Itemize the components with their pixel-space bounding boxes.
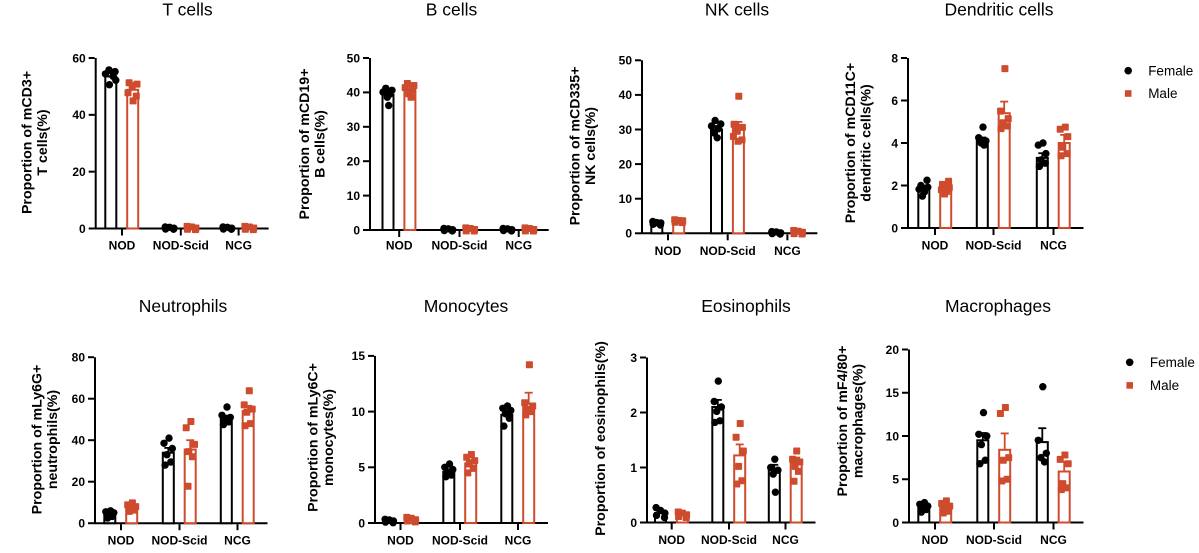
svg-text:40: 40 — [619, 88, 633, 102]
svg-text:15: 15 — [352, 349, 366, 363]
svg-text:8: 8 — [891, 51, 898, 65]
svg-text:4: 4 — [891, 136, 898, 150]
svg-text:0: 0 — [625, 227, 632, 241]
svg-text:20: 20 — [886, 343, 900, 357]
svg-text:T cells(%): T cells(%) — [35, 109, 51, 176]
svg-text:50: 50 — [619, 54, 633, 68]
svg-text:Proportion of mCD11C+: Proportion of mCD11C+ — [843, 63, 859, 223]
svg-text:NK cells(%): NK cells(%) — [583, 107, 599, 185]
svg-text:6: 6 — [891, 94, 898, 108]
svg-text:40: 40 — [347, 86, 361, 100]
svg-text:NOD-Scid: NOD-Scid — [431, 239, 487, 253]
svg-text:monocytes(%): monocytes(%) — [321, 389, 337, 486]
svg-text:Proportion of mCD335+: Proportion of mCD335+ — [567, 67, 583, 226]
svg-text:0: 0 — [892, 516, 899, 530]
svg-text:20: 20 — [347, 155, 361, 169]
svg-text:NOD-Scid: NOD-Scid — [432, 534, 488, 548]
svg-text:NOD-Scid: NOD-Scid — [966, 533, 1022, 547]
svg-text:NCG: NCG — [505, 239, 532, 253]
svg-text:10: 10 — [352, 405, 366, 419]
svg-text:30: 30 — [347, 120, 361, 134]
svg-text:Female: Female — [1150, 355, 1195, 370]
svg-text:NCG: NCG — [224, 534, 251, 548]
svg-text:Eosinophils: Eosinophils — [701, 296, 791, 316]
svg-text:Proportion of mLy6C+: Proportion of mLy6C+ — [305, 363, 321, 512]
svg-text:NOD: NOD — [108, 534, 135, 548]
svg-text:NCG: NCG — [774, 244, 801, 258]
svg-text:Female: Female — [1148, 63, 1193, 78]
svg-text:NCG: NCG — [505, 534, 532, 548]
svg-text:macrophages(%): macrophages(%) — [850, 364, 866, 479]
svg-text:Macrophages: Macrophages — [945, 296, 1051, 316]
svg-text:20: 20 — [72, 475, 86, 489]
svg-text:neutrophils(%): neutrophils(%) — [45, 390, 61, 490]
svg-text:0: 0 — [353, 223, 360, 237]
svg-text:Male: Male — [1150, 378, 1179, 393]
svg-text:20: 20 — [619, 157, 633, 171]
svg-text:5: 5 — [358, 461, 365, 475]
svg-text:30: 30 — [619, 123, 633, 137]
svg-text:50: 50 — [347, 51, 361, 65]
svg-text:NCG: NCG — [1040, 239, 1067, 253]
svg-text:10: 10 — [619, 192, 633, 206]
svg-text:80: 80 — [72, 351, 86, 365]
svg-text:Proportion of mLy6G+: Proportion of mLy6G+ — [29, 365, 45, 515]
svg-text:60: 60 — [72, 392, 86, 406]
svg-text:NCG: NCG — [1040, 533, 1067, 547]
svg-text:Proportion of eosinophils(%): Proportion of eosinophils(%) — [593, 341, 609, 536]
svg-text:NOD-Scid: NOD-Scid — [700, 244, 756, 258]
svg-text:40: 40 — [72, 108, 86, 122]
svg-text:10: 10 — [347, 189, 361, 203]
svg-text:2: 2 — [630, 406, 637, 420]
svg-text:20: 20 — [72, 165, 86, 179]
svg-text:5: 5 — [892, 473, 899, 487]
svg-text:NOD-Scid: NOD-Scid — [701, 533, 757, 547]
svg-text:0: 0 — [79, 222, 86, 236]
svg-text:0: 0 — [891, 221, 898, 235]
svg-text:Neutrophils: Neutrophils — [139, 296, 228, 316]
svg-text:dendritic cells(%): dendritic cells(%) — [858, 84, 874, 202]
svg-text:Dendritic cells: Dendritic cells — [945, 0, 1054, 20]
svg-text:NOD-Scid: NOD-Scid — [965, 239, 1021, 253]
svg-text:3: 3 — [630, 351, 637, 365]
svg-text:NK cells: NK cells — [705, 0, 769, 20]
svg-text:Male: Male — [1148, 86, 1177, 101]
svg-text:NOD-Scid: NOD-Scid — [151, 534, 207, 548]
svg-text:Proportion of mCD3+: Proportion of mCD3+ — [19, 71, 35, 214]
svg-text:0: 0 — [358, 516, 365, 530]
svg-text:NOD: NOD — [922, 239, 949, 253]
svg-text:T cells: T cells — [162, 0, 212, 20]
svg-text:NOD: NOD — [655, 244, 682, 258]
svg-text:NCG: NCG — [772, 533, 799, 547]
svg-text:0: 0 — [78, 517, 85, 531]
svg-text:NCG: NCG — [225, 239, 252, 253]
svg-text:B cells(%): B cells(%) — [312, 110, 328, 178]
svg-text:B cells: B cells — [426, 0, 478, 20]
svg-text:Proportion of mCD19+: Proportion of mCD19+ — [297, 69, 313, 220]
svg-text:2: 2 — [891, 179, 898, 193]
svg-text:40: 40 — [72, 434, 86, 448]
svg-text:NOD-Scid: NOD-Scid — [153, 239, 209, 253]
svg-text:Proportion of mF4/80+: Proportion of mF4/80+ — [835, 346, 851, 497]
svg-text:NOD: NOD — [387, 534, 414, 548]
svg-text:Monocytes: Monocytes — [424, 296, 509, 316]
svg-text:NOD: NOD — [109, 239, 136, 253]
svg-text:60: 60 — [72, 51, 86, 65]
svg-text:10: 10 — [886, 429, 900, 443]
svg-text:1: 1 — [630, 461, 637, 475]
svg-text:NOD: NOD — [386, 239, 413, 253]
svg-text:NOD: NOD — [658, 533, 685, 547]
svg-text:NOD: NOD — [922, 533, 949, 547]
svg-text:0: 0 — [630, 516, 637, 530]
svg-text:15: 15 — [886, 386, 900, 400]
